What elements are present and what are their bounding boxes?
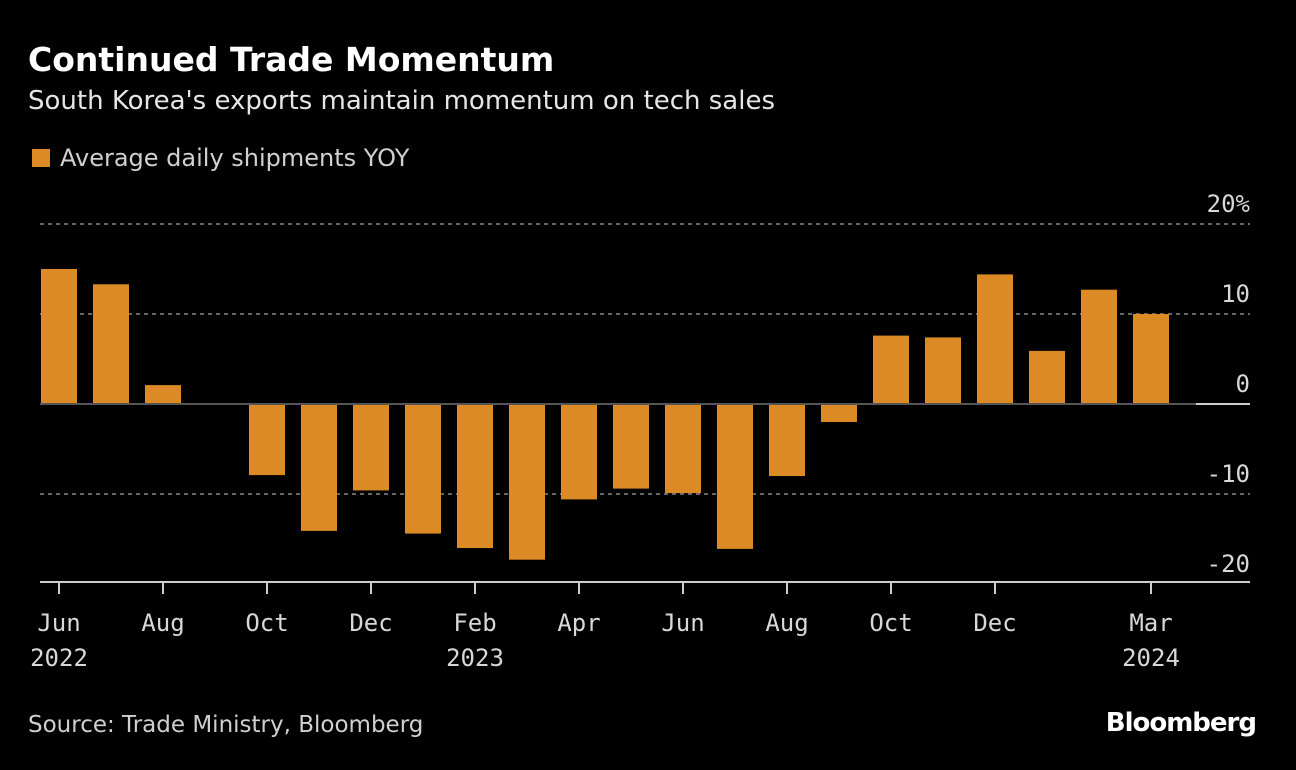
- bar: [717, 404, 753, 549]
- bar: [301, 404, 337, 531]
- chart-subtitle: South Korea's exports maintain momentum …: [28, 86, 776, 116]
- x-tick-year: 2023: [446, 644, 504, 672]
- bar: [93, 284, 129, 404]
- bar: [821, 404, 857, 422]
- y-tick-label: -20: [1207, 550, 1250, 578]
- x-tick-year: 2022: [30, 644, 88, 672]
- x-tick-label: Aug: [141, 609, 184, 637]
- bar: [561, 404, 597, 500]
- bar: [1081, 289, 1117, 404]
- x-tick-label: Feb: [453, 609, 496, 637]
- bar: [249, 404, 285, 476]
- x-tick-label: Jun: [37, 609, 80, 637]
- bar: [665, 404, 701, 494]
- chart-title: Continued Trade Momentum: [28, 40, 555, 79]
- legend: Average daily shipments YOY: [32, 144, 409, 172]
- x-tick-label: Aug: [765, 609, 808, 637]
- bar: [405, 404, 441, 534]
- x-tick-label: Apr: [557, 609, 600, 637]
- bar: [509, 404, 545, 560]
- x-tick-label: Dec: [349, 609, 392, 637]
- bar: [977, 274, 1013, 404]
- x-tick-label: Mar: [1129, 609, 1172, 637]
- bar: [613, 404, 649, 489]
- bar: [41, 269, 77, 404]
- bar: [145, 385, 181, 404]
- bar: [1029, 350, 1065, 404]
- x-tick-label: Oct: [869, 609, 912, 637]
- x-tick-label: Jun: [661, 609, 704, 637]
- bar: [925, 337, 961, 404]
- bar: [457, 404, 493, 548]
- x-tick-label: Dec: [973, 609, 1016, 637]
- bar: [769, 404, 805, 476]
- bloomberg-logo: Bloomberg: [1105, 708, 1257, 738]
- x-tick-label: Oct: [245, 609, 288, 637]
- y-tick-label: 20%: [1207, 190, 1251, 218]
- bar: [1133, 314, 1169, 404]
- y-tick-label: 10: [1221, 280, 1250, 308]
- bar: [873, 335, 909, 404]
- legend-label: Average daily shipments YOY: [60, 144, 410, 172]
- bar: [353, 404, 389, 491]
- source-note: Source: Trade Ministry, Bloomberg: [28, 712, 424, 738]
- y-tick-label: -10: [1207, 460, 1250, 488]
- y-tick-label: 0: [1236, 370, 1250, 398]
- legend-swatch: [32, 149, 50, 167]
- x-tick-year: 2024: [1122, 644, 1180, 672]
